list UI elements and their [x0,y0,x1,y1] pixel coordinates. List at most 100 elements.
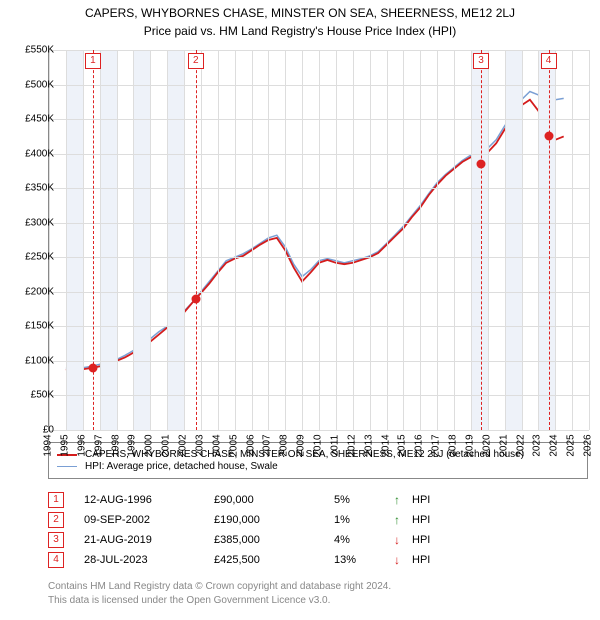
event-price: £90,000 [214,494,334,506]
x-axis-label: 2007 [262,434,273,456]
arrow-icon: ↑ [394,513,412,527]
vgrid [252,50,253,430]
x-axis-label: 2011 [329,435,340,457]
vgrid [133,50,134,430]
x-axis-label: 2015 [397,434,408,456]
x-axis-label: 2014 [380,434,391,456]
event-date: 28-JUL-2023 [84,554,214,566]
events-table: 112-AUG-1996£90,0005%↑HPI209-SEP-2002£19… [48,490,588,570]
chart-title-subtitle: Price paid vs. HM Land Registry's House … [0,24,600,38]
legend-swatch [57,466,77,467]
event-marker-badge: 3 [48,532,64,548]
reference-line [549,50,550,430]
x-axis-label: 2026 [583,434,594,456]
x-axis-label: 1997 [93,434,104,456]
vgrid [302,50,303,430]
event-date: 09-SEP-2002 [84,514,214,526]
marker-badge: 3 [473,53,489,69]
x-axis-label: 1994 [43,434,54,456]
event-price: £190,000 [214,514,334,526]
x-axis-label: 2019 [464,434,475,456]
price-point-dot [477,160,486,169]
y-axis-label: £500K [10,79,54,90]
vgrid [589,50,590,430]
year-band [100,50,117,430]
vgrid [319,50,320,430]
vgrid [83,50,84,430]
marker-badge: 1 [85,53,101,69]
year-band [66,50,83,430]
event-delta: 1% [334,514,394,526]
vgrid [353,50,354,430]
vgrid [66,50,67,430]
marker-badge: 2 [188,53,204,69]
x-axis-label: 2020 [481,434,492,456]
vgrid [488,50,489,430]
event-row: 321-AUG-2019£385,0004%↓HPI [48,530,588,550]
vgrid [437,50,438,430]
x-axis-label: 2024 [549,434,560,456]
vgrid [184,50,185,430]
y-axis-label: £150K [10,321,54,332]
chart-titles: CAPERS, WHYBORNES CHASE, MINSTER ON SEA,… [0,0,600,38]
footer-line2: This data is licensed under the Open Gov… [48,594,588,608]
event-delta: 13% [334,554,394,566]
event-delta: 4% [334,534,394,546]
y-axis-label: £550K [10,45,54,56]
hgrid [49,430,589,431]
event-row: 428-JUL-2023£425,50013%↓HPI [48,550,588,570]
x-axis-label: 1998 [110,434,121,456]
x-axis-label: 2021 [498,434,509,456]
x-axis-label: 2013 [363,434,374,456]
vgrid [201,50,202,430]
year-band [133,50,150,430]
event-date: 21-AUG-2019 [84,534,214,546]
x-axis-label: 2016 [414,434,425,456]
arrow-icon: ↓ [394,553,412,567]
vgrid [150,50,151,430]
year-band [471,50,488,430]
vgrid [235,50,236,430]
reference-line [196,50,197,430]
x-axis-label: 2022 [515,434,526,456]
y-axis-label: £350K [10,183,54,194]
vgrid [218,50,219,430]
vgrid [420,50,421,430]
event-marker-badge: 1 [48,492,64,508]
reference-line [481,50,482,430]
vgrid [336,50,337,430]
year-band [167,50,184,430]
vgrid [167,50,168,430]
y-axis-label: £200K [10,286,54,297]
arrow-icon: ↑ [394,493,412,507]
vgrid [454,50,455,430]
event-price: £385,000 [214,534,334,546]
y-axis-label: £100K [10,355,54,366]
footer-attribution: Contains HM Land Registry data © Crown c… [48,580,588,607]
legend-item: HPI: Average price, detached house, Swal… [57,461,579,472]
arrow-icon: ↓ [394,533,412,547]
event-date: 12-AUG-1996 [84,494,214,506]
year-band [538,50,555,430]
footer-line1: Contains HM Land Registry data © Crown c… [48,580,588,594]
x-axis-label: 2012 [346,434,357,456]
x-axis-label: 2006 [245,434,256,456]
x-axis-label: 1995 [59,434,70,456]
x-axis-label: 2001 [161,434,172,456]
vgrid [117,50,118,430]
price-point-dot [88,363,97,372]
y-axis-label: £50K [10,390,54,401]
vgrid [471,50,472,430]
price-chart-container: CAPERS, WHYBORNES CHASE, MINSTER ON SEA,… [0,0,600,620]
x-axis-label: 2004 [211,434,222,456]
legend-label: HPI: Average price, detached house, Swal… [85,461,278,472]
event-price: £425,500 [214,554,334,566]
vgrid [555,50,556,430]
year-band [505,50,522,430]
x-axis-label: 2005 [228,434,239,456]
event-row: 209-SEP-2002£190,0001%↑HPI [48,510,588,530]
event-delta: 5% [334,494,394,506]
price-point-dot [191,294,200,303]
x-axis-label: 2018 [448,434,459,456]
vgrid [285,50,286,430]
